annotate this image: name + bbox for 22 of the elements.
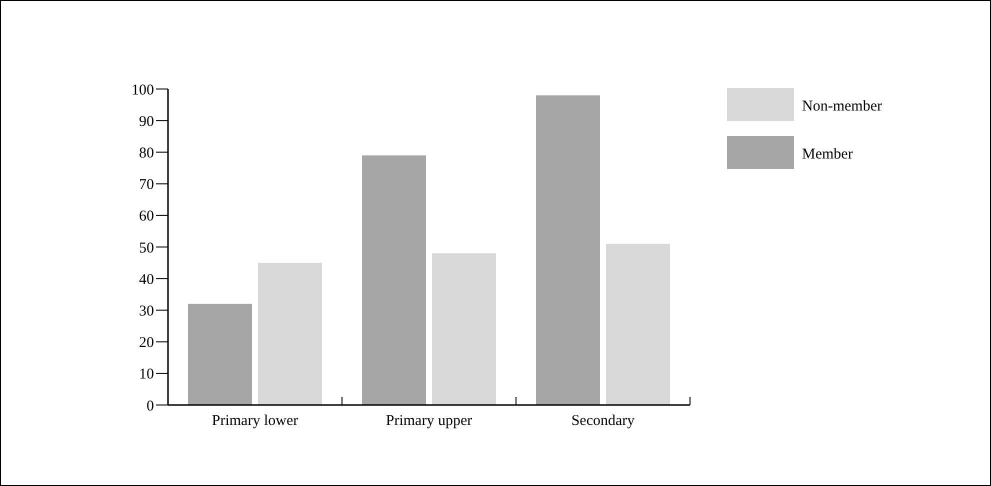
legend-label: Non-member	[802, 98, 882, 114]
y-tick-label: 70	[139, 177, 154, 194]
y-tick-label: 100	[132, 82, 154, 98]
bar	[362, 155, 426, 405]
y-tick-label: 60	[139, 208, 154, 225]
bar	[432, 253, 496, 405]
y-tick-label: 0	[146, 398, 154, 414]
y-tick-label: 20	[139, 335, 154, 352]
y-tick-label: 80	[139, 145, 154, 162]
y-tick-label: 10	[139, 366, 154, 383]
x-tick-label: Primary lower	[212, 413, 298, 429]
legend-label: Member	[802, 146, 853, 162]
x-tick-label: Primary upper	[386, 413, 472, 429]
bar	[536, 95, 600, 405]
y-tick-label: 30	[139, 303, 154, 320]
y-tick-label: 50	[139, 240, 154, 256]
y-tick-label: 40	[139, 272, 154, 288]
y-tick-label: 90	[139, 114, 154, 130]
bar	[258, 262, 322, 405]
bar	[606, 244, 670, 405]
bar	[188, 304, 252, 405]
x-tick-label: Secondary	[571, 413, 636, 429]
